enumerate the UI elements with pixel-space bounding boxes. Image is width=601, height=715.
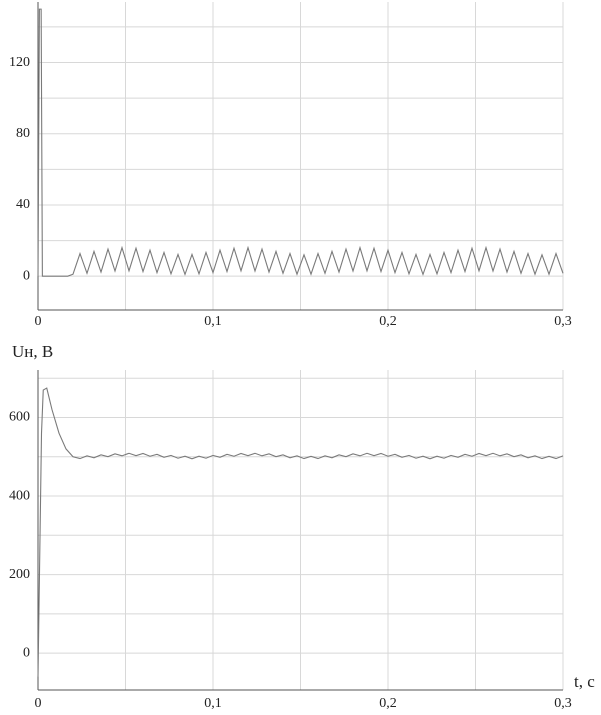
y-tick-label: 120 <box>9 55 30 70</box>
x-tick-label: 0 <box>35 314 42 329</box>
data-line <box>37 8 564 277</box>
data-line <box>37 387 564 677</box>
y-tick-label: 0 <box>23 645 30 660</box>
y-tick-label: 40 <box>16 197 30 212</box>
x-axis-label: t, с <box>574 672 595 691</box>
x-tick-label: 0 <box>35 696 42 711</box>
y-tick-label: 400 <box>9 488 30 503</box>
x-tick-label: 0,1 <box>204 696 222 711</box>
x-tick-label: 0,1 <box>204 314 222 329</box>
y-axis-label: Uн, В <box>12 342 53 361</box>
x-tick-label: 0,3 <box>554 696 572 711</box>
x-tick-label: 0,2 <box>379 696 397 711</box>
x-tick-label: 0,3 <box>554 314 572 329</box>
y-tick-label: 80 <box>16 126 30 141</box>
x-tick-label: 0,2 <box>379 314 397 329</box>
y-tick-label: 200 <box>9 567 30 582</box>
y-tick-label: 600 <box>9 410 30 425</box>
y-tick-label: 0 <box>23 268 30 283</box>
